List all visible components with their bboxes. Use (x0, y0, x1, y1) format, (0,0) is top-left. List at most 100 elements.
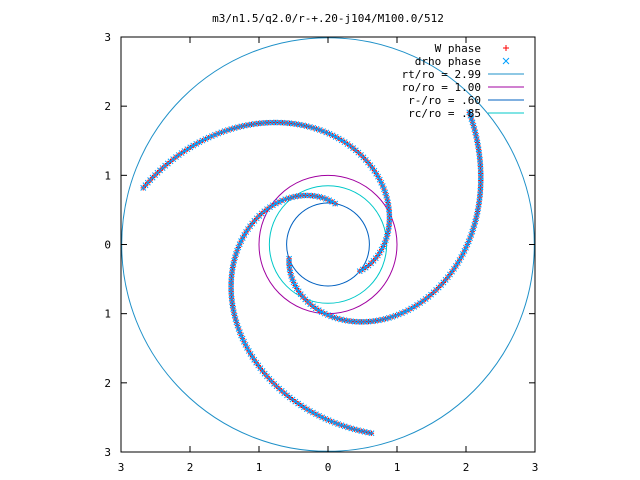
drho-phase-point-1-80 (225, 127, 231, 133)
drho-phase-point-1-27 (381, 186, 387, 193)
drho-phase-point-1-51 (323, 129, 330, 136)
drho-phase-point-0-76 (470, 225, 477, 232)
drho-phase-point-1-43 (347, 143, 354, 149)
drho-phase-point-1-49 (329, 132, 336, 139)
drho-phase-point-2-60 (236, 329, 243, 336)
x-tick-label-2: 1 (256, 461, 263, 474)
drho-phase-point-0-62 (449, 268, 455, 275)
drho-phase-point-0-23 (331, 314, 338, 321)
drho-phase-point-2-38 (232, 254, 238, 261)
drho-phase-point-0-110 (466, 109, 473, 116)
y-tick-label-5: 2 (104, 377, 111, 390)
x-tick-label-5: 2 (463, 461, 470, 474)
drho-phase-point-1-56 (306, 123, 313, 130)
drho-phase-point-1-26 (382, 189, 389, 196)
drho-phase-point-0-17 (312, 305, 319, 312)
drho-phase-point-0-8 (292, 282, 299, 289)
drho-phase-point-1-28 (379, 182, 386, 189)
drho-phase-point-0-4 (287, 269, 294, 276)
legend-label-3: ro/ro = 1.00 (402, 81, 481, 94)
drho-phase-point-0-105 (471, 126, 478, 132)
legend-label-4: r-/ro = .60 (408, 94, 481, 107)
drho-phase-point-2-30 (243, 229, 250, 235)
drho-phase-point-2-3 (323, 195, 329, 202)
drho-phase-point-2-70 (253, 359, 260, 366)
drho-phase-point-1-13 (383, 233, 390, 240)
drho-phase-point-0-108 (468, 116, 475, 122)
drho-phase-point-2-97 (325, 417, 332, 424)
drho-phase-point-2-64 (242, 341, 249, 348)
drho-phase-point-0-67 (458, 254, 465, 260)
drho-phase-point-0-106 (470, 122, 477, 129)
drho-phase-point-2-103 (344, 424, 351, 431)
drho-phase-point-2-1 (329, 198, 336, 205)
drho-phase-point-1-53 (316, 127, 323, 133)
drho-phase-point-2-69 (251, 356, 258, 363)
drho-phase-point-2-100 (335, 421, 342, 428)
drho-phase-point-2-89 (301, 404, 307, 411)
drho-phase-point-1-92 (187, 144, 194, 151)
drho-phase-point-0-70 (463, 244, 469, 251)
y-tick-label-4: 1 (104, 308, 111, 321)
drho-phase-point-2-33 (238, 238, 245, 245)
drho-phase-point-2-68 (249, 353, 256, 360)
drho-phase-point-2-28 (247, 223, 254, 230)
drho-phase-point-1-55 (310, 124, 317, 131)
y-tick-label-1: 2 (104, 100, 111, 113)
drho-phase-point-2-87 (295, 400, 302, 407)
drho-phase-point-0-42 (395, 311, 402, 318)
drho-phase-point-1-84 (212, 131, 218, 138)
drho-phase-point-2-62 (239, 335, 246, 342)
drho-phase-point-1-9 (378, 246, 385, 253)
drho-phase-point-2-32 (239, 235, 246, 241)
drho-phase-point-2-95 (319, 414, 326, 421)
drho-phase-point-0-48 (414, 302, 421, 308)
drho-phase-point-2-65 (244, 344, 251, 351)
drho-phase-point-2-94 (316, 412, 323, 419)
drho-phase-point-0-46 (408, 305, 415, 312)
drho-phase-point-1-94 (181, 148, 188, 155)
drho-phase-point-0-45 (405, 307, 412, 314)
reference-circle-3 (268, 185, 388, 304)
drho-phase-point-0-44 (402, 308, 409, 315)
x-tick-label-1: 2 (187, 461, 194, 474)
drho-phase-point-0-6 (289, 276, 296, 283)
drho-phase-point-2-106 (354, 427, 361, 434)
drho-phase-point-0-19 (318, 309, 325, 315)
drho-phase-point-2-110 (368, 430, 375, 437)
drho-phase-point-1-77 (235, 124, 241, 131)
drho-phase-point-2-34 (236, 241, 243, 248)
drho-phase-point-0-68 (459, 251, 466, 257)
drho-phase-point-0-104 (472, 129, 479, 136)
drho-phase-point-1-88 (199, 137, 206, 144)
drho-phase-point-0-64 (452, 262, 459, 269)
drho-phase-point-1-82 (218, 129, 225, 136)
drho-phase-point-2-57 (233, 319, 240, 326)
drho-phase-point-0-22 (328, 313, 335, 320)
drho-phase-point-0-41 (392, 312, 399, 319)
drho-phase-point-2-37 (233, 251, 239, 257)
drho-phase-point-0-47 (411, 303, 418, 310)
drho-phase-point-2-2 (326, 197, 333, 204)
drho-phase-point-1-44 (344, 141, 351, 147)
drho-phase-point-0-39 (385, 314, 392, 321)
drho-phase-point-2-105 (351, 426, 358, 433)
reference-circle-2 (286, 202, 370, 287)
drho-phase-point-2-13 (288, 194, 295, 201)
drho-phase-point-2-85 (289, 396, 296, 403)
drho-phase-point-1-25 (383, 192, 390, 199)
drho-phase-point-2-88 (298, 402, 304, 409)
drho-phase-point-0-49 (417, 300, 423, 307)
drho-phase-point-2-17 (275, 199, 282, 205)
drho-phase-point-1-93 (184, 146, 191, 153)
drho-phase-point-0-10 (295, 288, 302, 295)
legend-marker-0 (503, 45, 509, 51)
drho-phase-point-0-66 (456, 257, 463, 263)
drho-phase-point-2-0 (332, 200, 339, 207)
drho-phase-point-1-32 (373, 170, 380, 177)
drho-phase-point-2-56 (232, 316, 239, 322)
drho-phase-point-1-96 (175, 152, 182, 158)
drho-phase-point-2-66 (245, 347, 252, 354)
